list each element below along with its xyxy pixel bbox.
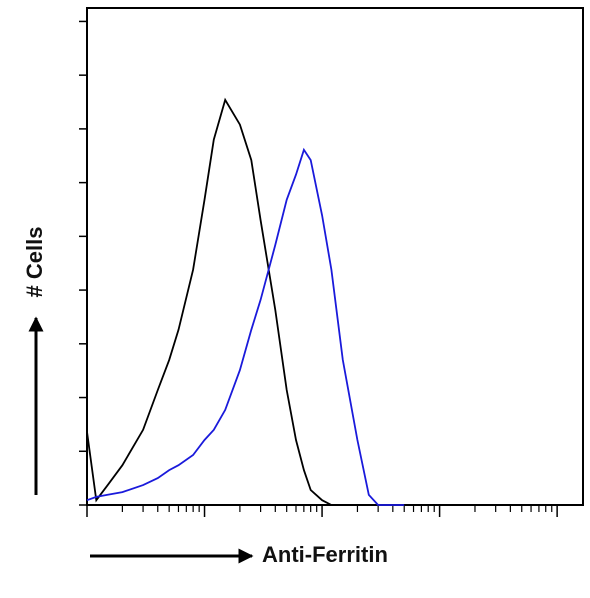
x-axis-label: Anti-Ferritin (262, 542, 388, 567)
y-axis-label: # Cells (22, 227, 47, 298)
histogram-line (86, 147, 405, 506)
plot-frame (86, 7, 584, 506)
histogram-line (86, 97, 405, 506)
